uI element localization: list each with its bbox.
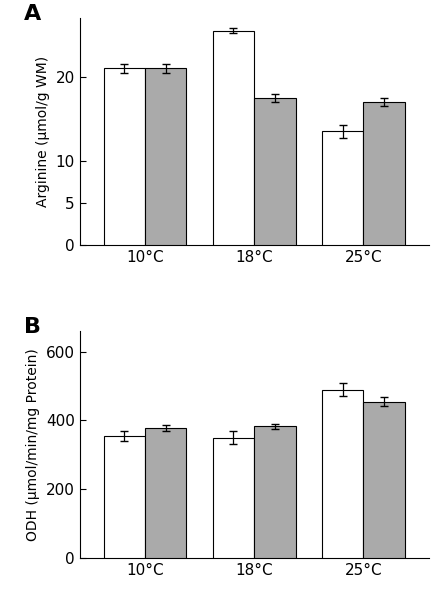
Bar xyxy=(145,428,187,558)
Bar xyxy=(322,389,363,558)
Bar xyxy=(145,68,187,245)
Bar xyxy=(363,102,405,245)
Bar xyxy=(103,436,145,558)
Y-axis label: ODH (μmol/min/mg Protein): ODH (μmol/min/mg Protein) xyxy=(26,348,40,541)
Bar xyxy=(213,31,254,245)
Y-axis label: Arginine (μmol/g WM): Arginine (μmol/g WM) xyxy=(36,56,50,207)
Bar xyxy=(254,427,296,558)
Text: B: B xyxy=(24,317,41,337)
Bar xyxy=(322,131,363,245)
Bar xyxy=(363,401,405,558)
Bar xyxy=(254,98,296,245)
Bar xyxy=(213,437,254,558)
Text: A: A xyxy=(24,4,41,25)
Bar xyxy=(103,68,145,245)
